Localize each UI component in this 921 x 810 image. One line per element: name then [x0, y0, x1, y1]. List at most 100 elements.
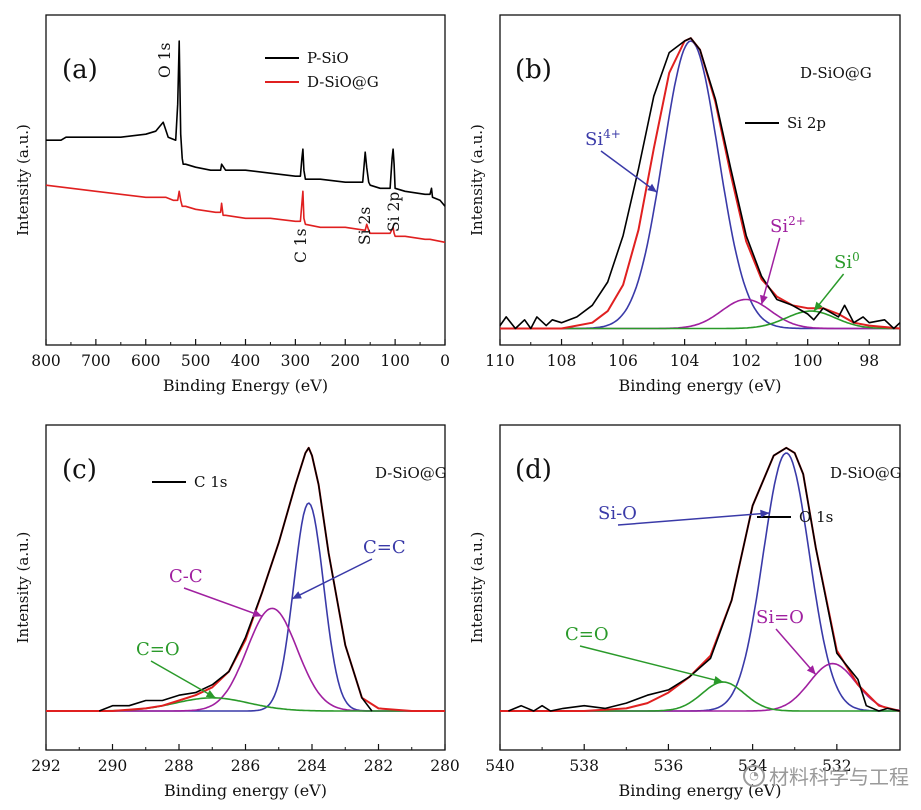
series-c-c	[46, 607, 445, 712]
x-axis-label: Binding energy (eV)	[619, 781, 782, 800]
x-tick-label: 400	[231, 352, 261, 370]
legend-label: C 1s	[194, 473, 228, 491]
x-tick-label: 800	[31, 352, 61, 370]
panel-label: (a)	[62, 55, 98, 85]
peak-label: C=O	[136, 639, 180, 660]
panel-label: (b)	[515, 55, 552, 85]
panel-title: D-SiO@G	[830, 464, 902, 482]
x-tick-label: 284	[297, 757, 327, 775]
series-si-o	[500, 452, 900, 712]
x-tick-label: 540	[485, 757, 515, 775]
series-c-c	[46, 502, 445, 712]
legend-label: Si 2p	[787, 114, 826, 132]
peak-label: Si 2p	[385, 192, 403, 232]
series-o-1s	[508, 447, 901, 712]
x-tick-label: 106	[608, 352, 638, 370]
x-tick-label: 100	[380, 352, 410, 370]
legend-label: O 1s	[799, 508, 833, 526]
peak-label: Si4+	[585, 127, 621, 150]
peak-label: C-C	[169, 566, 203, 587]
annotation-arrow-line	[579, 645, 724, 683]
x-tick-label: 538	[569, 757, 599, 775]
plot-frame	[45, 14, 446, 346]
peak-label: O 1s	[156, 43, 174, 78]
panel-title: D-SiO@G	[375, 464, 447, 482]
x-tick-label: 286	[231, 757, 261, 775]
annotation-arrow-line	[617, 512, 770, 526]
watermark-text: 材料科学与工程	[769, 765, 909, 789]
annotation-arrow-head	[760, 294, 768, 305]
watermark: ◔ 材料科学与工程	[743, 761, 909, 790]
x-tick-label: 110	[485, 352, 515, 370]
x-tick-label: 100	[793, 352, 823, 370]
plot-frame	[499, 14, 901, 346]
panel-label: (c)	[62, 455, 97, 485]
series-fit-envelope	[46, 446, 445, 712]
annotation-arrow-head	[205, 689, 216, 698]
x-tick-label: 290	[98, 757, 128, 775]
annotation-arrow-line	[760, 237, 781, 305]
x-tick-label: 700	[81, 352, 111, 370]
peak-label: C=C	[363, 537, 406, 558]
series-p-sio	[46, 40, 446, 207]
annotation-arrow-head	[760, 509, 770, 518]
series-si-2p	[499, 37, 901, 330]
x-tick-label: 98	[859, 352, 879, 370]
x-axis-label: Binding energy (eV)	[619, 376, 782, 395]
panel-c: 292 290 288 286 284 282 280 Binding energy (eV)…	[14, 424, 460, 800]
annotation-arrow-line	[291, 558, 373, 600]
x-tick-label: 532	[822, 757, 852, 775]
x-tick-label: 200	[330, 352, 360, 370]
annotation-arrow-head	[292, 591, 302, 599]
x-tick-label: 292	[31, 757, 61, 775]
annotation-arrow-line	[775, 628, 817, 676]
x-tick-label: 104	[670, 352, 700, 370]
x-tick-label: 282	[364, 757, 394, 775]
peak-label: C=O	[565, 624, 609, 645]
peak-label: Si=O	[756, 607, 804, 628]
x-tick-label: 108	[547, 352, 577, 370]
x-tick-label: 288	[164, 757, 194, 775]
annotation-arrow-line	[183, 587, 263, 617]
panel-b: 110 108 106 104 102 100 98 Binding energy (eV) I…	[468, 14, 901, 395]
annotation-arrow-head	[252, 609, 263, 617]
panel-a: 800 700 600 500 400 300 200 100 0 Binding Energy …	[14, 14, 450, 395]
annotation-arrow-head	[813, 301, 823, 312]
annotation-arrow-head	[647, 183, 657, 193]
panel-label: (d)	[515, 455, 552, 485]
x-tick-label: 536	[654, 757, 684, 775]
peak-label: Si-O	[598, 503, 637, 524]
plot-frame	[499, 424, 901, 751]
x-tick-label: 300	[281, 352, 311, 370]
x-tick-label: 500	[181, 352, 211, 370]
annotation-arrow-head	[806, 665, 816, 675]
peak-label: Si 2s	[356, 207, 374, 245]
annotation-arrow-head	[713, 675, 724, 684]
y-axis-label: Intensity (a.u.)	[468, 532, 486, 644]
x-tick-label: 0	[440, 352, 450, 370]
x-tick-label: 280	[430, 757, 460, 775]
panel-title: D-SiO@G	[800, 64, 872, 82]
peak-label: Si2+	[770, 214, 806, 237]
series-fit-envelope	[500, 446, 901, 712]
annotation-arrow-line	[150, 660, 216, 699]
series-c-1s	[98, 447, 373, 712]
series-si4-	[500, 40, 900, 330]
x-tick-label: 102	[731, 352, 761, 370]
peak-label: C 1s	[292, 228, 310, 263]
x-axis-label: Binding energy (eV)	[164, 781, 327, 800]
y-axis-label: Intensity (a.u.)	[14, 124, 32, 236]
x-tick-label: 600	[131, 352, 161, 370]
y-axis-label: Intensity (a.u.)	[14, 532, 32, 644]
legend-label: P-SiO	[307, 49, 349, 67]
series-c-o	[500, 681, 900, 712]
y-axis-label: Intensity (a.u.)	[468, 124, 486, 236]
peak-label: Si0	[834, 250, 860, 273]
series-d-sio-g	[45, 184, 446, 244]
x-axis-label: Binding Energy (eV)	[163, 376, 328, 395]
wechat-icon: ◔	[743, 764, 765, 787]
annotation-arrow-line	[600, 150, 658, 193]
legend-label: D-SiO@G	[307, 73, 379, 91]
